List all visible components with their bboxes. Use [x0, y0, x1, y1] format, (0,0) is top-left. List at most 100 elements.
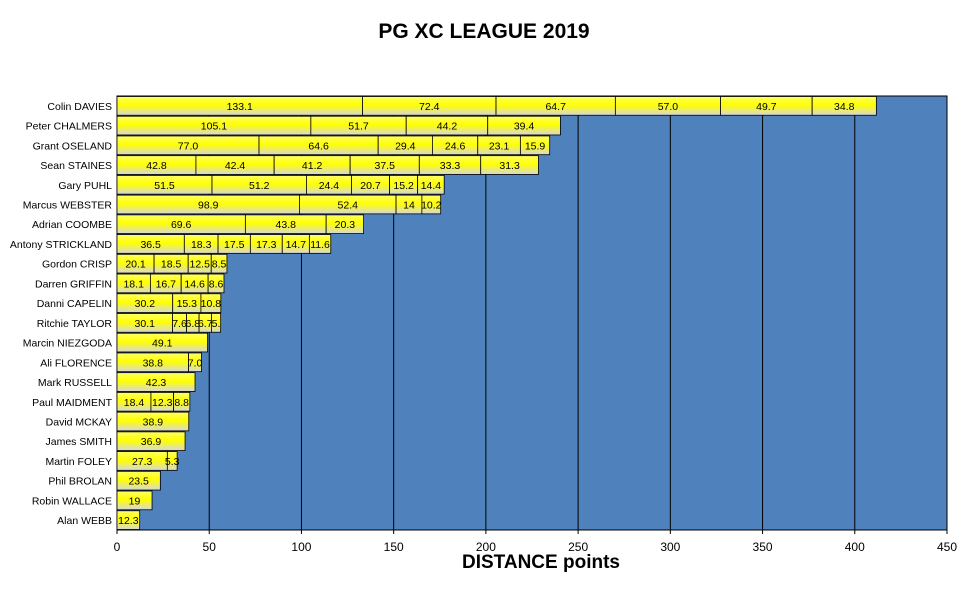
data-label: 14.6 [184, 278, 205, 290]
data-label: 17.3 [256, 239, 277, 251]
data-label: 19 [129, 495, 141, 507]
data-label: 7.0 [188, 357, 203, 369]
data-label: 23.5 [128, 476, 149, 488]
row-label: Grant OSELAND [33, 140, 113, 152]
bar-segment [200, 293, 222, 313]
row-label: Gordon CRISP [42, 259, 112, 271]
data-label: 133.1 [227, 101, 253, 113]
bar-segment [811, 96, 877, 116]
row-label: Marcus WEBSTER [23, 200, 113, 212]
data-label: 36.5 [140, 239, 161, 251]
x-tick-label: 150 [384, 540, 404, 554]
data-label: 42.3 [146, 377, 167, 389]
data-label: 20.1 [125, 259, 146, 271]
data-label: 8.6 [209, 278, 224, 290]
row-label: Colin DAVIES [47, 101, 112, 113]
data-label: 11.6 [310, 239, 330, 251]
data-label: 105.1 [201, 121, 227, 133]
data-label: 44.2 [437, 121, 458, 133]
bar-segment [480, 155, 539, 175]
data-label: 10.8 [201, 298, 222, 310]
bar-segment [116, 372, 196, 392]
data-label: 37.5 [375, 160, 396, 172]
bar-segment [116, 490, 153, 511]
bar-segment [421, 194, 442, 215]
row-label: Gary PUHL [58, 180, 112, 192]
data-label: 8.5 [212, 259, 227, 271]
data-label: 24.4 [319, 180, 340, 192]
data-label: 12.3 [118, 515, 139, 527]
x-tick-label: 200 [476, 540, 496, 554]
x-tick-label: 400 [845, 540, 865, 554]
row-label: Phil BROLAN [48, 476, 112, 488]
data-label: 33.3 [440, 160, 461, 172]
bar-segment [325, 214, 365, 234]
data-label: 51.7 [348, 121, 369, 133]
row-label: Sean STAINES [40, 160, 112, 172]
x-tick-label: 350 [753, 540, 773, 554]
x-axis-label: DISTANCE points [462, 552, 620, 573]
bar-segment [116, 411, 190, 432]
bar-segments: 133.1 72.4 64.7 57.0 49.7 34.8 105.1 51.7 44.2 39… [116, 96, 877, 530]
data-label: 18.3 [191, 239, 212, 251]
row-labels: Colin DAVIES Peter CHALMERS Grant OSELAND S… [10, 101, 113, 527]
data-label: 14.4 [421, 180, 442, 192]
chart-title: PG XC LEAGUE 2019 [378, 20, 589, 43]
x-tick-label: 50 [203, 540, 217, 554]
data-label: 5.3 [165, 456, 180, 468]
row-label: Robin WALLACE [32, 495, 112, 507]
x-tick-label: 450 [937, 540, 957, 554]
row-label: Ali FLORENCE [40, 357, 112, 369]
data-label: 34.8 [834, 101, 855, 113]
data-label: 36.9 [141, 436, 162, 448]
data-label: 18.4 [124, 397, 145, 409]
data-label: 15.3 [177, 298, 198, 310]
data-label: 12.3 [152, 397, 173, 409]
row-label: Martin FOLEY [45, 456, 112, 468]
data-label: 64.7 [545, 101, 566, 113]
bar-segment [116, 332, 208, 353]
x-axis-ticks: 0 50 100 150 200 250 300 350 400 450 [114, 530, 957, 554]
data-label: 38.9 [143, 417, 164, 429]
data-label: 57.0 [658, 101, 679, 113]
data-label: 98.9 [198, 200, 219, 212]
data-label: 15.9 [525, 140, 546, 152]
x-tick-label: 0 [114, 540, 121, 554]
data-label: 24.6 [445, 140, 466, 152]
data-label: 43.8 [276, 219, 297, 231]
bar-segment [207, 273, 225, 294]
data-label: 5. [212, 318, 221, 330]
data-label: 30.2 [135, 298, 156, 310]
bar-segment [116, 470, 161, 491]
data-label: 27.3 [132, 456, 153, 468]
row-label: James SMITH [45, 436, 112, 448]
bar-segment [188, 352, 202, 373]
data-label: 51.5 [154, 180, 175, 192]
bar-segment [210, 253, 228, 274]
data-label: 15.2 [393, 180, 414, 192]
data-label: 42.4 [225, 160, 246, 172]
data-label: 7.6 [172, 318, 187, 330]
data-label: 49.1 [152, 338, 173, 350]
bar-segment [116, 510, 141, 530]
row-label: Adrian COOMBE [32, 219, 112, 231]
data-label: 69.6 [171, 219, 192, 231]
row-label: Antony STRICKLAND [10, 239, 113, 251]
data-label: 14 [403, 200, 415, 212]
x-tick-label: 250 [568, 540, 588, 554]
x-tick-label: 100 [291, 540, 311, 554]
data-label: 16.7 [156, 278, 177, 290]
row-label: Danni CAPELIN [37, 298, 112, 310]
bar-segment [173, 392, 191, 412]
bar-segment [417, 175, 445, 195]
data-label: 42.8 [146, 160, 167, 172]
data-label: 52.4 [338, 200, 359, 212]
row-label: Marcin NIEZGODA [23, 338, 112, 350]
bar-segment [308, 234, 332, 254]
bar-segment [487, 115, 561, 136]
bar-segment [166, 451, 178, 471]
data-label: 38.8 [143, 357, 164, 369]
data-label: 14.7 [286, 239, 307, 251]
data-label: 30.1 [135, 318, 156, 330]
data-label: 12.5 [190, 259, 211, 271]
